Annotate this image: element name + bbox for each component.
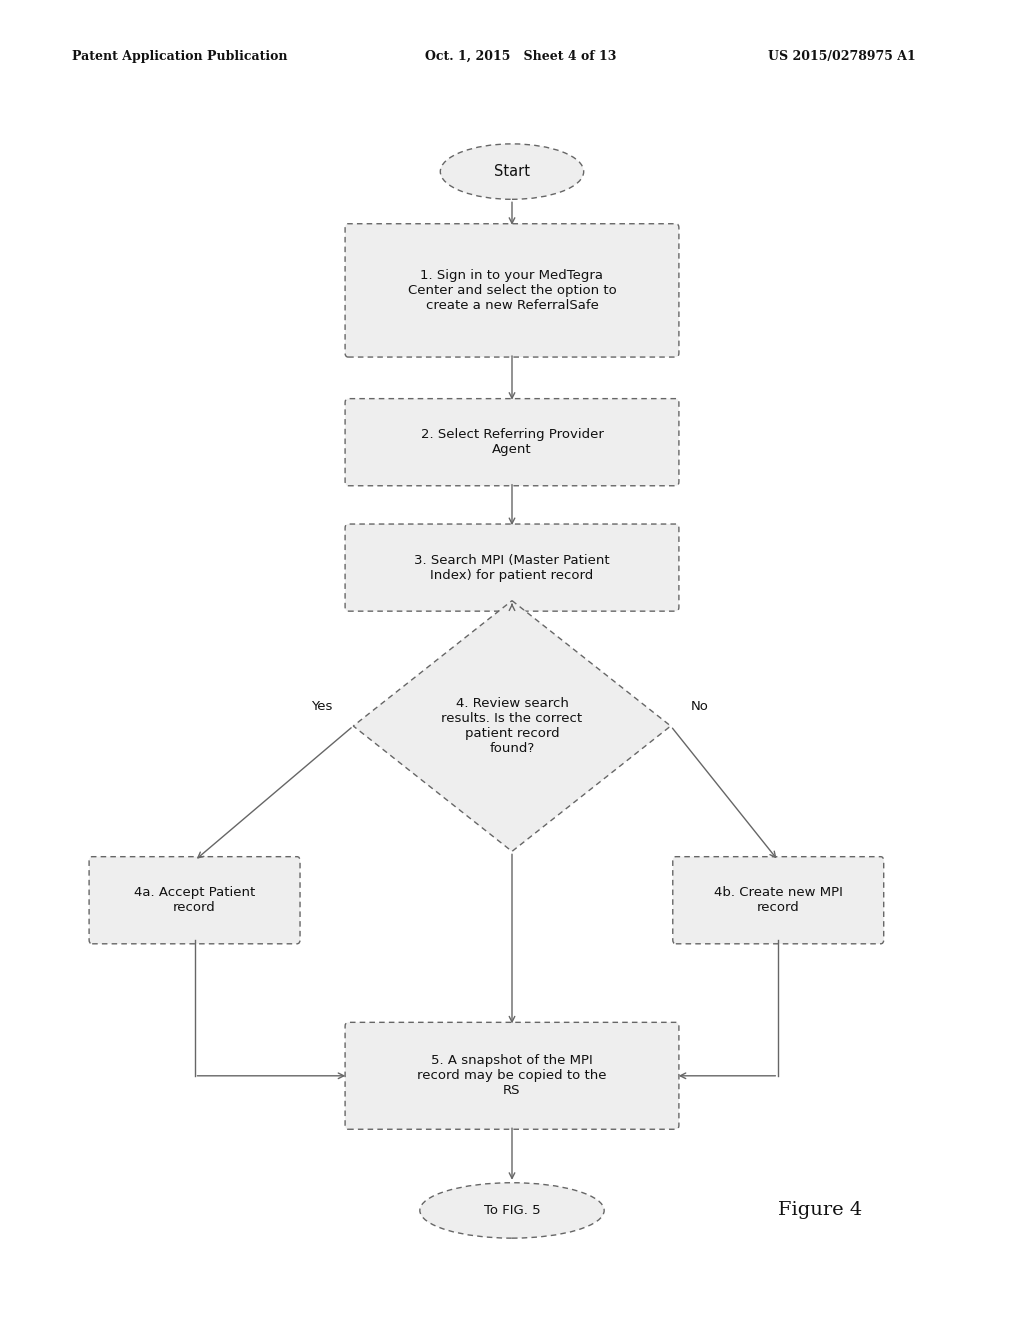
Text: Yes: Yes xyxy=(311,700,333,713)
Text: 4a. Accept Patient
record: 4a. Accept Patient record xyxy=(134,886,255,915)
Ellipse shape xyxy=(440,144,584,199)
Polygon shape xyxy=(353,601,671,851)
Text: US 2015/0278975 A1: US 2015/0278975 A1 xyxy=(768,50,915,63)
Text: 3. Search MPI (Master Patient
Index) for patient record: 3. Search MPI (Master Patient Index) for… xyxy=(414,553,610,582)
FancyBboxPatch shape xyxy=(673,857,884,944)
FancyBboxPatch shape xyxy=(345,399,679,486)
Text: Oct. 1, 2015   Sheet 4 of 13: Oct. 1, 2015 Sheet 4 of 13 xyxy=(425,50,616,63)
Text: 5. A snapshot of the MPI
record may be copied to the
RS: 5. A snapshot of the MPI record may be c… xyxy=(417,1055,607,1097)
FancyBboxPatch shape xyxy=(345,524,679,611)
Text: 4. Review search
results. Is the correct
patient record
found?: 4. Review search results. Is the correct… xyxy=(441,697,583,755)
FancyBboxPatch shape xyxy=(89,857,300,944)
Text: Patent Application Publication: Patent Application Publication xyxy=(72,50,287,63)
FancyBboxPatch shape xyxy=(345,1022,679,1130)
Text: No: No xyxy=(691,700,709,713)
FancyBboxPatch shape xyxy=(345,223,679,356)
Text: 1. Sign in to your MedTegra
Center and select the option to
create a new Referra: 1. Sign in to your MedTegra Center and s… xyxy=(408,269,616,312)
Text: Figure 4: Figure 4 xyxy=(778,1201,862,1220)
Text: 2. Select Referring Provider
Agent: 2. Select Referring Provider Agent xyxy=(421,428,603,457)
Text: Start: Start xyxy=(494,164,530,180)
Ellipse shape xyxy=(420,1183,604,1238)
Text: 4b. Create new MPI
record: 4b. Create new MPI record xyxy=(714,886,843,915)
Text: To FIG. 5: To FIG. 5 xyxy=(483,1204,541,1217)
